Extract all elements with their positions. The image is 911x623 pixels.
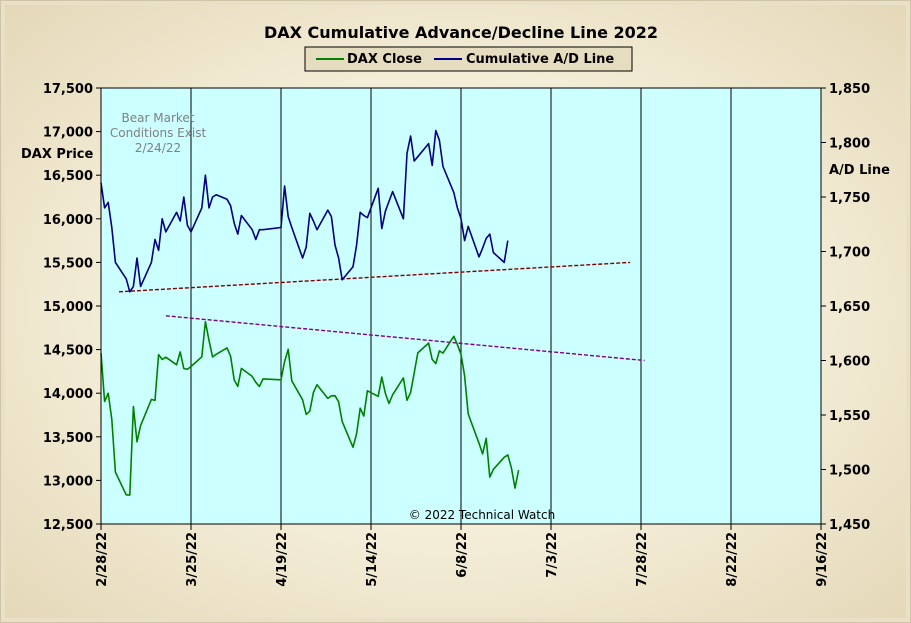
legend: DAX Close Cumulative A/D Line — [304, 46, 633, 72]
y-right-tick-label: 1,550 — [829, 409, 870, 424]
y-right-tick-label: 1,450 — [829, 518, 870, 533]
x-tick-label: 8/22/22 — [725, 532, 740, 587]
y-right-tick-label: 1,700 — [829, 246, 870, 261]
x-tick-label: 3/25/22 — [185, 532, 200, 587]
x-tick-label: 2/28/22 — [95, 532, 110, 587]
y-right-tick-label: 1,500 — [829, 464, 870, 479]
legend-label-ad-line: Cumulative A/D Line — [466, 52, 614, 67]
bear-market-line-3: 2/24/22 — [135, 141, 181, 155]
y-left-tick-label: 16,500 — [43, 169, 93, 184]
x-tick-label: 7/3/22 — [545, 532, 560, 578]
y-left-tick-label: 17,000 — [43, 126, 93, 141]
trend-layer — [118, 261, 645, 362]
y-left-tick-label: 13,000 — [43, 474, 93, 489]
chart-title: DAX Cumulative Advance/Decline Line 2022 — [264, 23, 658, 42]
x-tick-label: 6/8/22 — [455, 532, 470, 578]
y-left-tick-label: 17,500 — [43, 82, 93, 97]
y-left-tick-label: 13,500 — [43, 431, 93, 446]
x-tick-label: 5/14/22 — [365, 532, 380, 587]
y-left-tick-label: 12,500 — [43, 518, 93, 533]
y-left-tick-label: 15,500 — [43, 256, 93, 271]
bear-market-line-1: Bear Market — [122, 111, 195, 125]
y-right-tick-label: 1,800 — [829, 137, 870, 152]
grid-layer — [190, 88, 732, 524]
ad-line — [100, 129, 509, 293]
axis-layer: 2/28/22 3/25/22 4/19/22 5/14/22 6/8/22 7/3/22… — [43, 82, 870, 587]
copyright-note: © 2022 Technical Watch — [409, 508, 555, 522]
y-axis-label-right: A/D Line — [829, 163, 890, 178]
trendline-3 — [165, 315, 645, 362]
y-right-tick-label: 1,750 — [829, 191, 870, 206]
y-right-tick-label: 1,600 — [829, 355, 870, 370]
legend-label-dax-close: DAX Close — [347, 52, 422, 67]
x-tick-label: 4/19/22 — [275, 532, 290, 587]
bear-market-annotation: Bear Market Conditions Exist 2/24/22 — [110, 111, 207, 155]
y-left-tick-label: 15,000 — [43, 300, 93, 315]
y-left-tick-label: 14,500 — [43, 344, 93, 359]
bear-market-line-2: Conditions Exist — [110, 126, 207, 140]
x-tick-label: 9/16/22 — [815, 532, 830, 587]
y-right-tick-label: 1,650 — [829, 300, 870, 315]
y-left-tick-label: 16,000 — [43, 213, 93, 228]
series-layer — [100, 129, 520, 496]
y-right-tick-label: 1,850 — [829, 82, 870, 97]
legend-box — [304, 46, 633, 72]
x-tick-label: 7/28/22 — [635, 532, 650, 587]
dax-close-line — [100, 320, 520, 496]
trendline-2 — [118, 261, 631, 293]
y-left-tick-label: 14,000 — [43, 387, 93, 402]
y-axis-label-left: DAX Price — [21, 147, 94, 162]
